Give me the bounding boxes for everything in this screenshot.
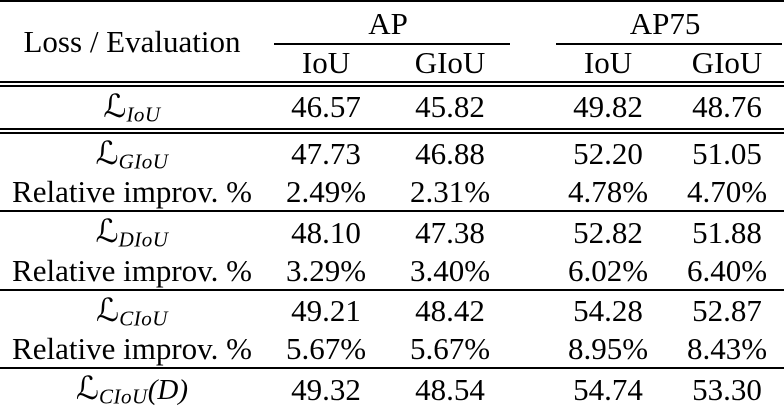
value-cell: 5.94% [388,410,512,412]
value-cell: 9.31% [670,410,784,412]
loss-suffix: (D) [147,374,188,407]
loss-label-cell: ℒDIoU [0,211,264,253]
table-row-ciou-d: ℒCIoU(D) 49.32 48.54 54.74 53.30 [0,368,784,410]
column-spacer [512,290,546,332]
column-spacer [512,84,546,131]
col-header-ap-giou: GIoU [414,45,486,80]
script-l-symbol: ℒ [103,87,127,125]
value-cell: 49.21 [291,293,361,329]
table-body: ℒIoU 46.57 45.82 49.82 48.76 ℒGIoU 47.73… [0,84,784,412]
table-row-ciou-improv: Relative improv. % 5.67% 5.67% 8.95% 8.4… [0,331,784,369]
value-cell: 9.88% [546,410,670,412]
value-cell: 5.67% [285,331,367,367]
column-spacer [512,1,546,84]
value-cell: 8.95% [567,331,649,367]
value-cell: 4.78% [567,174,649,210]
value-cell: 45.82 [415,89,485,125]
table-row-ciou-d-improv: Relative improv. % 5.91% 5.94% 9.88% 9.3… [0,410,784,412]
value-cell: 3.40% [409,252,491,288]
value-cell: 48.76 [692,89,762,125]
value-cell: 54.28 [573,293,643,329]
value-cell: 5.91% [264,410,388,412]
column-spacer [512,253,546,290]
column-spacer [512,368,546,410]
improv-label-cell: Relative improv. % [12,331,252,367]
loss-subscript: IoU [126,102,161,127]
corner-label: Loss / Evaluation [23,23,241,59]
table-row-diou-improv: Relative improv. % 3.29% 3.40% 6.02% 6.4… [0,253,784,290]
value-cell: 52.82 [573,214,643,250]
table-row-liou: ℒIoU 46.57 45.82 49.82 48.76 [0,84,784,131]
script-l-symbol: ℒ [76,369,100,408]
table-header: Loss / Evaluation AP AP75 IoU GIoU IoU G… [0,1,784,84]
value-cell: 48.42 [415,293,485,329]
value-cell: 51.88 [692,214,762,250]
value-cell: 47.38 [415,214,485,250]
value-cell: 2.31% [409,174,491,210]
value-cell: 46.88 [415,135,485,171]
loss-subscript: DIoU [118,227,169,252]
table-row-ciou: ℒCIoU 49.21 48.42 54.28 52.87 [0,290,784,332]
value-cell: 48.10 [291,214,361,250]
value-cell: 52.20 [573,135,643,171]
value-cell: 51.05 [692,135,762,171]
value-cell: 46.57 [291,89,361,125]
value-cell: 3.29% [285,252,367,288]
value-cell: 53.30 [692,371,762,407]
script-l-symbol: ℒ [95,212,119,251]
value-cell: 47.73 [291,135,361,171]
table-row-diou: ℒDIoU 48.10 47.38 52.82 51.88 [0,211,784,253]
improv-label-cell: Relative improv. % [12,174,252,210]
loss-subscript: CIoU [99,385,148,410]
loss-label-cell: ℒIoU [0,84,264,131]
value-cell: 49.32 [291,371,361,407]
loss-label-cell: ℒCIoU(D) [0,368,264,410]
column-spacer [512,174,546,211]
value-cell: 54.74 [573,371,643,407]
column-spacer [512,131,546,175]
column-spacer [512,331,546,368]
value-cell: 5.67% [409,331,491,367]
loss-label-cell: ℒGIoU [0,131,264,175]
value-cell: 49.82 [573,89,643,125]
loss-label-cell: ℒCIoU [0,290,264,332]
value-cell: 52.87 [692,293,762,329]
value-cell: 6.02% [567,252,649,288]
header-sub-row: IoU GIoU IoU GIoU [0,45,784,84]
script-l-symbol: ℒ [96,290,120,329]
loss-subscript: GIoU [118,149,169,174]
group-header-ap75: AP75 [546,1,784,45]
value-cell: 8.43% [686,331,768,367]
value-cell: 48.54 [415,371,485,407]
col-header-ap75-giou: GIoU [691,45,763,80]
value-cell: 4.70% [686,174,768,210]
loss-subscript: CIoU [119,306,168,331]
col-header-ap-iou: IoU [301,45,351,80]
script-l-symbol: ℒ [95,133,119,172]
column-spacer [512,211,546,253]
table-row-giou: ℒGIoU 47.73 46.88 52.20 51.05 [0,131,784,175]
table-row-giou-improv: Relative improv. % 2.49% 2.31% 4.78% 4.7… [0,174,784,212]
value-cell: 6.40% [686,252,768,288]
group-header-ap: AP [264,1,512,45]
improv-label-cell: Relative improv. % [0,410,264,412]
value-cell: 2.49% [285,174,367,210]
header-group-row: Loss / Evaluation AP AP75 [0,1,784,59]
improv-label-cell: Relative improv. % [12,252,252,288]
col-header-ap75-iou: IoU [583,45,633,80]
